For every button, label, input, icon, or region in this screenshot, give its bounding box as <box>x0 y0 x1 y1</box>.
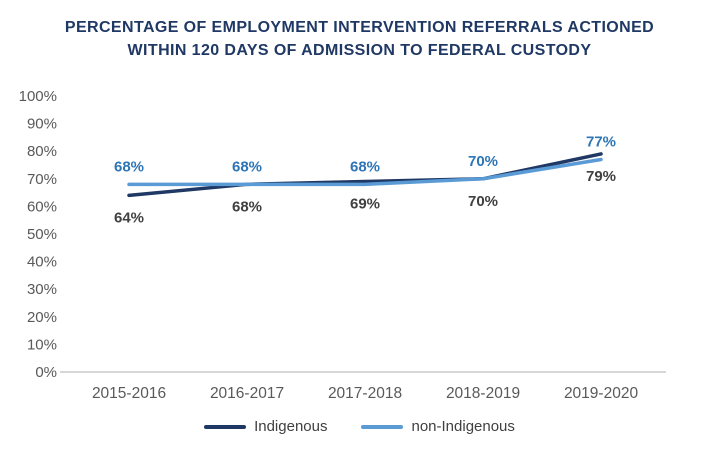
chart-legend: Indigenous non-Indigenous <box>0 418 719 435</box>
y-tick-label: 10% <box>27 336 57 353</box>
data-label-non-Indigenous: 77% <box>586 133 616 150</box>
data-label-non-Indigenous: 70% <box>468 153 498 170</box>
y-tick-label: 100% <box>19 88 57 105</box>
legend-label-indigenous: Indigenous <box>254 418 328 435</box>
y-tick-label: 90% <box>27 116 57 133</box>
data-label-non-Indigenous: 68% <box>350 158 380 175</box>
y-tick-label: 80% <box>27 143 57 160</box>
legend-label-non-indigenous: non-Indigenous <box>411 418 515 435</box>
y-tick-label: 30% <box>27 281 57 298</box>
x-tick-label: 2018-2019 <box>446 385 520 402</box>
y-tick-label: 70% <box>27 171 57 188</box>
data-label-Indigenous: 69% <box>350 196 380 213</box>
data-label-non-Indigenous: 68% <box>114 158 144 175</box>
data-label-Indigenous: 64% <box>114 209 144 226</box>
x-tick-label: 2015-2016 <box>92 385 166 402</box>
legend-swatch-non-indigenous <box>361 424 404 429</box>
chart-title-line1: PERCENTAGE OF EMPLOYMENT INTERVENTION RE… <box>64 19 655 36</box>
x-tick-label: 2017-2018 <box>328 385 402 402</box>
y-tick-label: 60% <box>27 198 57 215</box>
legend-swatch-indigenous <box>204 424 247 429</box>
series-line-non-Indigenous <box>127 157 603 187</box>
legend-item-non-indigenous: non-Indigenous <box>361 418 515 435</box>
y-tick-label: 20% <box>27 309 57 326</box>
chart-title-line2: WITHIN 120 DAYS OF ADMISSION TO FEDERAL … <box>127 42 592 59</box>
series-line-Indigenous <box>127 152 603 198</box>
chart-title: PERCENTAGE OF EMPLOYMENT INTERVENTION RE… <box>0 16 719 62</box>
legend-item-indigenous: Indigenous <box>204 418 327 435</box>
data-label-Indigenous: 68% <box>232 198 262 215</box>
y-tick-label: 40% <box>27 254 57 271</box>
data-label-non-Indigenous: 68% <box>232 158 262 175</box>
data-label-Indigenous: 79% <box>586 168 616 185</box>
y-tick-label: 0% <box>35 364 57 381</box>
x-tick-label: 2016-2017 <box>210 385 284 402</box>
y-tick-label: 50% <box>27 226 57 243</box>
data-label-Indigenous: 70% <box>468 193 498 210</box>
x-tick-label: 2019-2020 <box>564 385 639 402</box>
